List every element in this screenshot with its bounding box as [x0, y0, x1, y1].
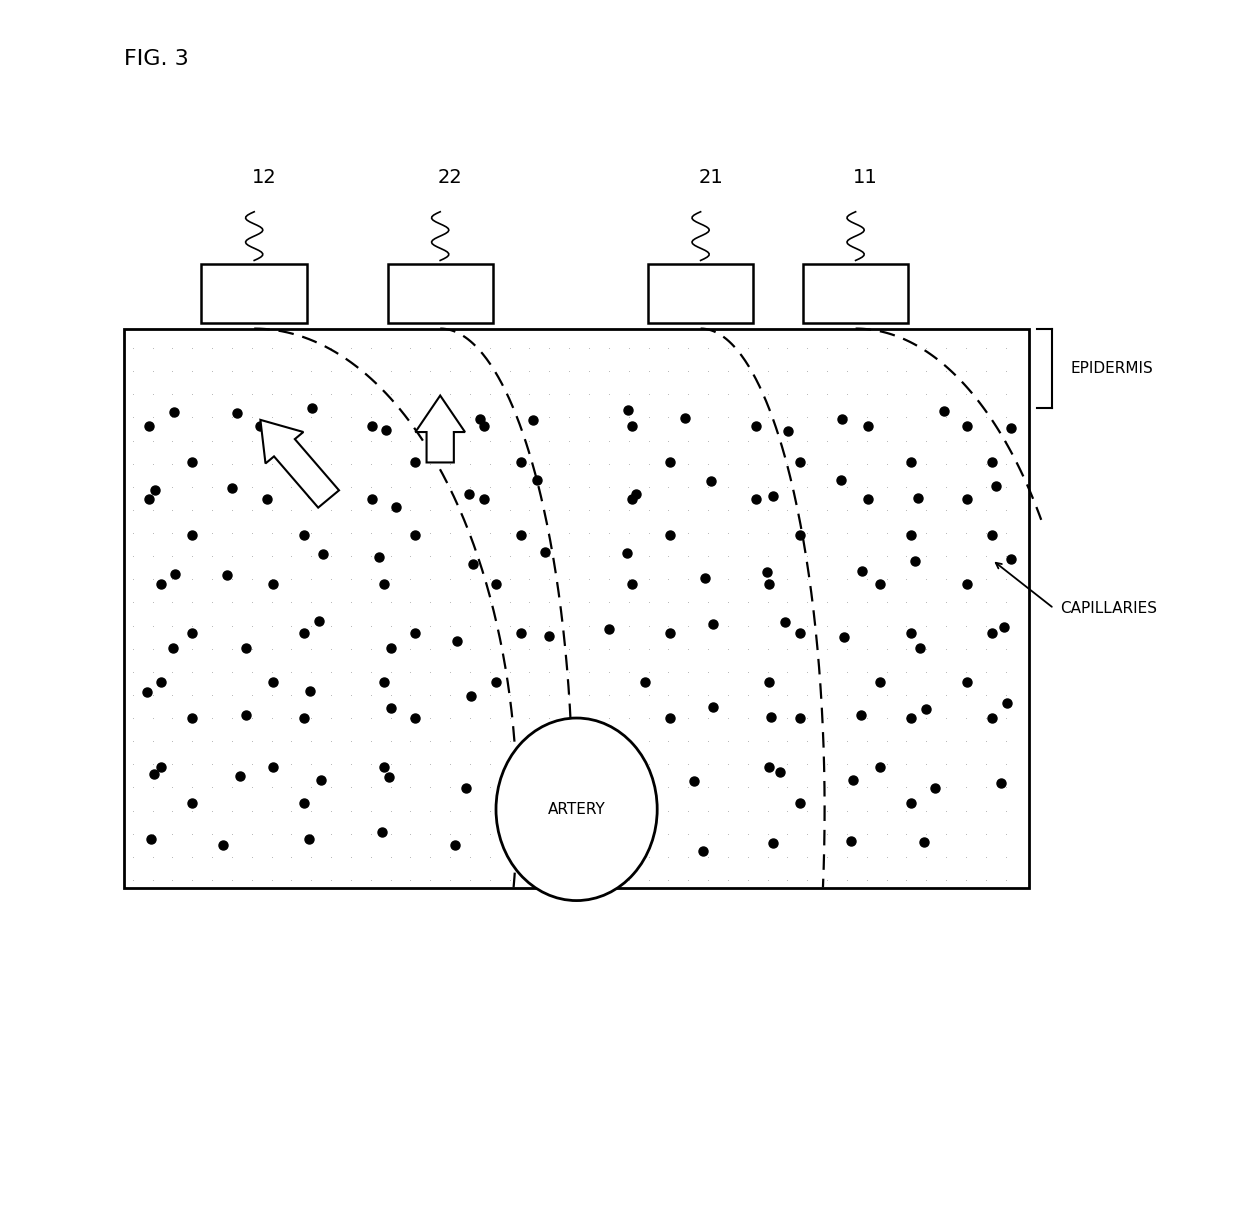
Text: 12: 12: [252, 168, 277, 187]
Text: 22: 22: [438, 168, 463, 187]
Bar: [387, 264, 494, 323]
Ellipse shape: [496, 718, 657, 901]
FancyArrow shape: [415, 396, 465, 462]
Text: 21: 21: [698, 168, 723, 187]
Text: FIG. 3: FIG. 3: [124, 49, 188, 68]
Text: ARTERY: ARTERY: [548, 802, 605, 817]
Bar: [124, 329, 1029, 888]
FancyArrow shape: [260, 420, 339, 507]
Bar: [201, 264, 306, 323]
Text: 11: 11: [853, 168, 878, 187]
Text: CAPILLARIES: CAPILLARIES: [1060, 601, 1157, 616]
Bar: [647, 264, 753, 323]
Bar: [804, 264, 908, 323]
Text: EPIDERMIS: EPIDERMIS: [1070, 360, 1153, 376]
